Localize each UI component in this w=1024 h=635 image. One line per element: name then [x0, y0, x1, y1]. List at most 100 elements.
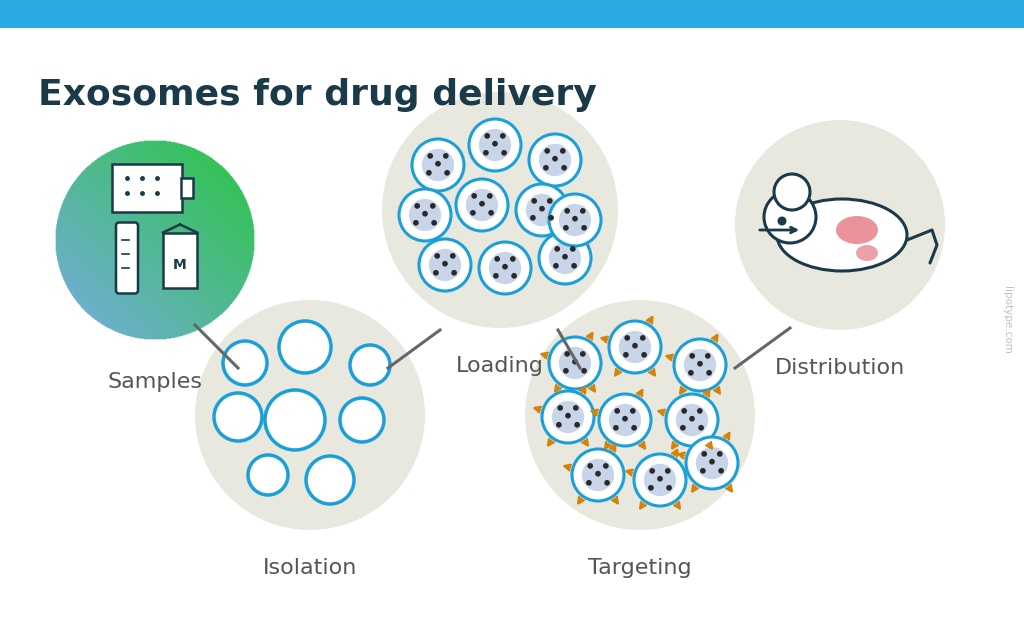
Circle shape: [553, 263, 559, 269]
Circle shape: [613, 425, 618, 431]
Circle shape: [487, 193, 493, 199]
Circle shape: [466, 189, 498, 221]
Circle shape: [574, 422, 580, 427]
Circle shape: [552, 401, 584, 433]
Circle shape: [667, 485, 672, 491]
Circle shape: [561, 165, 567, 171]
Circle shape: [735, 120, 945, 330]
FancyBboxPatch shape: [116, 222, 138, 293]
Circle shape: [563, 225, 568, 231]
Circle shape: [549, 242, 582, 274]
Circle shape: [443, 153, 449, 159]
Circle shape: [450, 253, 456, 258]
Circle shape: [542, 391, 594, 443]
Circle shape: [214, 393, 262, 441]
Circle shape: [501, 150, 507, 156]
Circle shape: [484, 133, 490, 139]
Circle shape: [340, 398, 384, 442]
Circle shape: [625, 335, 630, 341]
Circle shape: [676, 404, 709, 436]
Circle shape: [623, 416, 628, 422]
Circle shape: [701, 451, 707, 457]
Circle shape: [707, 370, 712, 376]
Circle shape: [470, 210, 476, 216]
Circle shape: [422, 211, 428, 217]
Circle shape: [479, 242, 531, 294]
Circle shape: [452, 270, 457, 276]
Circle shape: [279, 321, 331, 373]
Circle shape: [540, 206, 545, 211]
Circle shape: [764, 191, 816, 243]
Circle shape: [572, 359, 578, 364]
Circle shape: [595, 471, 601, 476]
Circle shape: [433, 270, 438, 276]
Circle shape: [549, 194, 601, 246]
Circle shape: [444, 170, 450, 176]
Text: Samples: Samples: [108, 372, 203, 392]
Circle shape: [680, 425, 686, 431]
Circle shape: [648, 485, 653, 491]
Circle shape: [697, 361, 702, 366]
Circle shape: [572, 449, 624, 501]
Circle shape: [399, 189, 451, 241]
Circle shape: [306, 456, 354, 504]
Circle shape: [618, 331, 651, 363]
Circle shape: [248, 455, 288, 495]
Circle shape: [696, 447, 728, 479]
Circle shape: [552, 156, 558, 161]
Text: Exosomes for drug delivery: Exosomes for drug delivery: [38, 78, 597, 112]
Circle shape: [488, 210, 494, 216]
Bar: [0, 0, 1024, 28]
Circle shape: [698, 425, 703, 431]
Circle shape: [565, 413, 570, 418]
Circle shape: [479, 201, 484, 206]
Circle shape: [688, 370, 694, 376]
Circle shape: [525, 300, 755, 530]
Circle shape: [580, 351, 586, 357]
Circle shape: [697, 408, 702, 414]
Circle shape: [631, 425, 637, 431]
Ellipse shape: [777, 199, 907, 271]
Circle shape: [586, 480, 592, 486]
Circle shape: [526, 194, 558, 226]
Circle shape: [543, 165, 549, 171]
Circle shape: [426, 170, 432, 176]
Circle shape: [547, 198, 553, 204]
Circle shape: [603, 463, 608, 469]
Circle shape: [588, 463, 593, 469]
Circle shape: [409, 199, 441, 231]
Circle shape: [456, 179, 508, 231]
Circle shape: [580, 208, 586, 214]
Circle shape: [195, 300, 425, 530]
Circle shape: [649, 468, 655, 474]
Circle shape: [429, 249, 461, 281]
Circle shape: [640, 335, 646, 341]
Circle shape: [674, 339, 726, 391]
Circle shape: [599, 394, 651, 446]
Circle shape: [471, 193, 477, 199]
Circle shape: [350, 345, 390, 385]
Circle shape: [717, 451, 723, 457]
Circle shape: [430, 203, 435, 209]
Text: Isolation: Isolation: [263, 558, 357, 578]
Ellipse shape: [856, 245, 878, 261]
Circle shape: [265, 390, 325, 450]
Circle shape: [493, 273, 499, 279]
Circle shape: [774, 174, 810, 210]
Circle shape: [604, 480, 610, 486]
Circle shape: [562, 254, 568, 260]
Circle shape: [644, 464, 676, 496]
Circle shape: [557, 405, 563, 411]
Circle shape: [502, 264, 508, 270]
Circle shape: [495, 256, 500, 262]
Circle shape: [564, 351, 570, 357]
Circle shape: [559, 204, 591, 236]
Circle shape: [563, 368, 568, 373]
Text: Loading: Loading: [456, 356, 544, 376]
Circle shape: [539, 232, 591, 284]
Circle shape: [572, 216, 578, 222]
Circle shape: [657, 476, 663, 481]
Circle shape: [483, 150, 488, 156]
Circle shape: [488, 252, 521, 284]
Circle shape: [545, 148, 550, 154]
